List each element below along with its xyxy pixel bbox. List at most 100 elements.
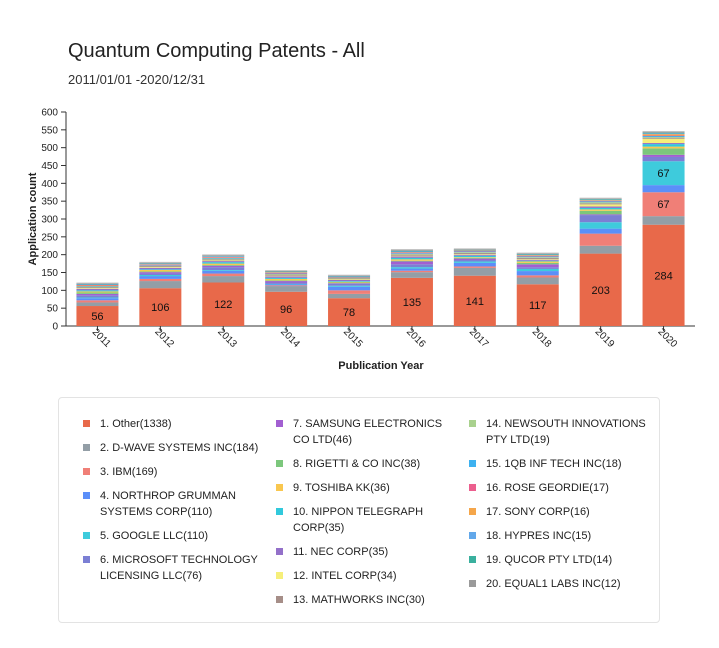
bar-segment[interactable] xyxy=(76,306,119,326)
bar-segment[interactable] xyxy=(642,216,685,225)
bar-segment[interactable] xyxy=(390,252,433,253)
legend-item[interactable]: 17. SONY CORP(16) xyxy=(465,504,650,520)
bar-segment[interactable] xyxy=(390,259,433,261)
bar-segment[interactable] xyxy=(579,203,622,205)
bar-segment[interactable] xyxy=(328,279,371,280)
bar-segment[interactable] xyxy=(76,286,119,287)
bar-segment[interactable] xyxy=(265,273,308,275)
bar-segment[interactable] xyxy=(390,252,433,254)
bar-segment[interactable] xyxy=(516,284,559,326)
bar-segment[interactable] xyxy=(76,283,119,285)
bar-segment[interactable] xyxy=(453,266,496,268)
bar-segment[interactable] xyxy=(390,272,433,278)
bar-segment[interactable] xyxy=(76,300,119,303)
bar-segment[interactable] xyxy=(516,271,559,276)
bar-segment[interactable] xyxy=(139,267,182,268)
bar-segment[interactable] xyxy=(202,276,245,283)
legend-item[interactable]: 15. 1QB INF TECH INC(18) xyxy=(465,456,650,472)
legend-item[interactable]: 5. GOOGLE LLC(110) xyxy=(79,528,264,544)
bar-segment[interactable] xyxy=(579,253,622,326)
bar-segment[interactable] xyxy=(139,273,182,275)
bar-segment[interactable] xyxy=(453,258,496,261)
bar-segment[interactable] xyxy=(139,267,182,270)
bar-segment[interactable] xyxy=(453,267,496,276)
bar-segment[interactable] xyxy=(265,271,308,272)
bar-segment[interactable] xyxy=(453,254,496,256)
bar-segment[interactable] xyxy=(76,288,119,289)
bar-segment[interactable] xyxy=(390,264,433,268)
bar-segment[interactable] xyxy=(453,249,496,251)
bar-segment[interactable] xyxy=(139,266,182,268)
legend-item[interactable]: 12. INTEL CORP(34) xyxy=(272,568,457,584)
legend-item[interactable]: 1. Other(1338) xyxy=(79,416,264,432)
bar-segment[interactable] xyxy=(390,267,433,269)
bar-segment[interactable] xyxy=(76,286,119,288)
bar-segment[interactable] xyxy=(390,250,433,252)
bar-segment[interactable] xyxy=(516,253,559,255)
bar-segment[interactable] xyxy=(453,249,496,250)
bar-segment[interactable] xyxy=(139,271,182,273)
bar-segment[interactable] xyxy=(453,250,496,251)
bar-segment[interactable] xyxy=(516,258,559,260)
bar-segment[interactable] xyxy=(139,281,182,289)
bar-segment[interactable] xyxy=(76,284,119,285)
bar-segment[interactable] xyxy=(453,250,496,251)
bar-segment[interactable] xyxy=(642,136,685,138)
bar-segment[interactable] xyxy=(76,298,119,301)
bar-segment[interactable] xyxy=(139,270,182,272)
bar-segment[interactable] xyxy=(265,271,308,273)
bar-segment[interactable] xyxy=(642,132,685,134)
bar-segment[interactable] xyxy=(579,233,622,246)
bar-segment[interactable] xyxy=(202,257,245,258)
legend-item[interactable]: 10. NIPPON TELEGRAPH CORP(35) xyxy=(272,504,457,536)
bar-segment[interactable] xyxy=(76,283,119,285)
bar-segment[interactable] xyxy=(139,265,182,266)
legend-item[interactable]: 20. EQUAL1 LABS INC(12) xyxy=(465,576,650,592)
bar-segment[interactable] xyxy=(265,272,308,274)
bar-segment[interactable] xyxy=(642,133,685,135)
bar-segment[interactable] xyxy=(453,257,496,258)
bar-segment[interactable] xyxy=(265,286,308,292)
bar-segment[interactable] xyxy=(76,292,119,294)
bar-segment[interactable] xyxy=(139,269,182,271)
bar-segment[interactable] xyxy=(390,270,433,273)
bar-segment[interactable] xyxy=(202,273,245,277)
bar-segment[interactable] xyxy=(139,274,182,277)
bar-segment[interactable] xyxy=(516,260,559,262)
bar-segment[interactable] xyxy=(642,135,685,137)
bar-segment[interactable] xyxy=(579,207,622,210)
bar-segment[interactable] xyxy=(642,161,685,186)
bar-segment[interactable] xyxy=(202,270,245,271)
bar-segment[interactable] xyxy=(579,210,622,215)
bar-segment[interactable] xyxy=(202,260,245,262)
bar-segment[interactable] xyxy=(516,277,559,285)
bar-segment[interactable] xyxy=(76,302,119,307)
legend-item[interactable]: 16. ROSE GEORDIE(17) xyxy=(465,480,650,496)
legend-item[interactable]: 3. IBM(169) xyxy=(79,464,264,480)
bar-segment[interactable] xyxy=(579,214,622,216)
bar-segment[interactable] xyxy=(390,255,433,257)
bar-segment[interactable] xyxy=(390,253,433,255)
bar-segment[interactable] xyxy=(453,262,496,267)
bar-segment[interactable] xyxy=(76,287,119,289)
bar-segment[interactable] xyxy=(202,270,245,274)
bar-segment[interactable] xyxy=(265,285,308,287)
bar-segment[interactable] xyxy=(328,276,371,278)
bar-segment[interactable] xyxy=(139,288,182,326)
bar-segment[interactable] xyxy=(202,256,245,257)
bar-segment[interactable] xyxy=(516,268,559,272)
bar-segment[interactable] xyxy=(579,200,622,201)
bar-segment[interactable] xyxy=(453,251,496,253)
bar-segment[interactable] xyxy=(328,277,371,278)
bar-segment[interactable] xyxy=(202,262,245,264)
bar-segment[interactable] xyxy=(642,192,685,217)
bar-segment[interactable] xyxy=(390,253,433,254)
bar-segment[interactable] xyxy=(265,276,308,278)
bar-segment[interactable] xyxy=(139,263,182,264)
bar-segment[interactable] xyxy=(642,154,685,157)
bar-segment[interactable] xyxy=(516,257,559,258)
bar-segment[interactable] xyxy=(579,201,622,203)
bar-segment[interactable] xyxy=(642,131,685,133)
bar-segment[interactable] xyxy=(642,148,685,155)
legend-item[interactable]: 8. RIGETTI & CO INC(38) xyxy=(272,456,457,472)
